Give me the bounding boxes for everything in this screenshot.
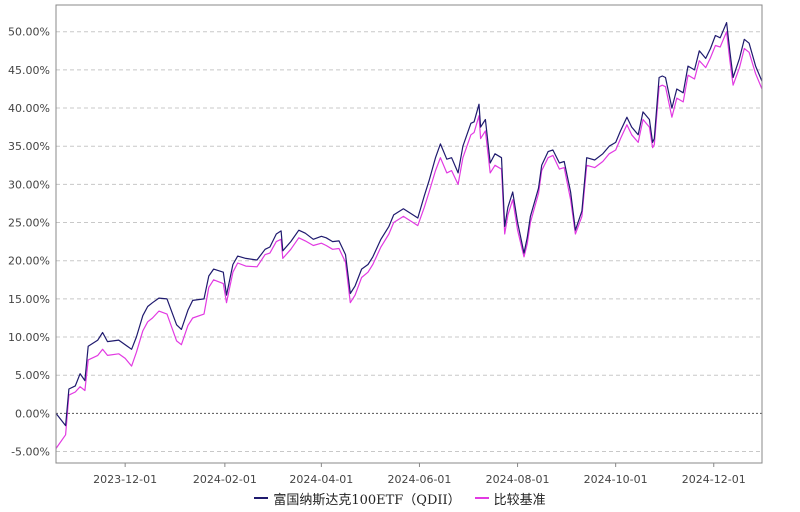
x-tick-label: 2024-12-01 (682, 473, 746, 486)
y-tick-label: 25.00% (8, 217, 50, 230)
y-tick-label: 35.00% (8, 140, 50, 153)
grid-lines (56, 31, 762, 453)
legend-swatch-fund (254, 497, 269, 499)
y-tick-label: 30.00% (8, 178, 50, 191)
y-tick-label: 15.00% (8, 293, 50, 306)
legend-swatch-benchmark (474, 497, 489, 499)
legend-label-fund: 富国纳斯达克100ETF（QDII） (273, 492, 461, 508)
series-line-benchmark (55, 31, 763, 449)
series-line-fund (55, 22, 763, 427)
legend-item-fund[interactable]: 富国纳斯达克100ETF（QDII） (254, 489, 461, 508)
x-tick-label: 2024-10-01 (584, 473, 648, 486)
y-tick-label: 5.00% (15, 369, 50, 382)
legend-label-benchmark: 比较基准 (493, 492, 546, 508)
x-tick-label: 2024-04-01 (289, 473, 353, 486)
legend-item-benchmark[interactable]: 比较基准 (474, 489, 546, 508)
x-axis-tick-labels: 2023-12-01 2024-02-01 2024-04-01 2024-06-01… (93, 463, 746, 486)
x-tick-label: 2024-08-01 (486, 473, 550, 486)
x-tick-label: 2024-02-01 (193, 473, 257, 486)
x-tick-label: 2024-06-01 (387, 473, 451, 486)
series-lines (55, 22, 763, 449)
plot-area-frame (55, 4, 763, 464)
y-tick-label: 50.00% (8, 26, 50, 39)
y-tick-label: 0.00% (15, 407, 50, 420)
y-axis-tick-labels: -5.00% 0.00% 5.00% 10.00% 15.00% 20.00% 25.00%… (8, 26, 50, 459)
y-tick-label: -5.00% (11, 446, 50, 459)
y-tick-label: 45.00% (8, 64, 50, 77)
x-tick-label: 2023-12-01 (93, 473, 157, 486)
y-tick-label: 10.00% (8, 331, 50, 344)
legend: 富国纳斯达克100ETF（QDII） 比较基准 (0, 488, 800, 508)
y-tick-label: 40.00% (8, 102, 50, 115)
y-tick-label: 20.00% (8, 255, 50, 268)
